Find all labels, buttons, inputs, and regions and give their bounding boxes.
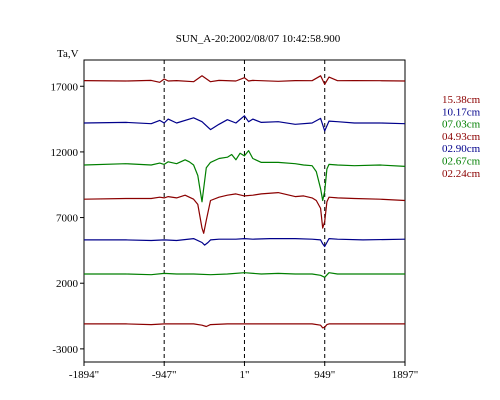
series-line-02.24cm [84,323,405,329]
series-line-10.17cm [83,115,406,132]
x-tick-label: 1" [239,369,249,381]
series-line-15.38cm [83,75,406,85]
series-line-02.67cm [84,272,405,278]
x-tick-label: -947" [152,369,177,381]
legend: 15.38cm10.17cm07.03cm04.93cm02.90cm02.67… [442,94,481,180]
legend-entry: 15.38cm [442,94,481,106]
y-axis-label: Ta,V [57,48,79,60]
series-line-02.90cm [84,238,406,248]
legend-entry: 02.24cm [442,168,481,180]
y-tick-label: 7000 [56,213,79,225]
x-tick-label: -1894" [69,369,99,381]
series-line-04.93cm [83,192,406,234]
vertical-markers [163,60,326,362]
y-tick-label: 2000 [56,278,79,290]
y-tick-label: -3000 [52,344,78,356]
legend-entry: 02.90cm [442,143,481,155]
series-lines [83,75,406,329]
series-line-07.03cm [83,150,406,203]
legend-entry: 07.03cm [442,119,481,131]
y-axis: 17000 12000 7000 2000 -3000 [51,81,84,356]
chart-title: SUN_A-20:2002/08/07 10:42:58.900 [176,33,341,45]
legend-entry: 04.93cm [442,131,481,143]
x-axis: -1894" -947" 1" 949" 1897" [69,362,418,381]
x-tick-label: 1897" [392,369,419,381]
x-tick-label: 949" [314,369,335,381]
y-tick-label: 12000 [51,147,79,159]
legend-entry: 02.67cm [442,156,481,168]
legend-entry: 10.17cm [442,106,481,118]
y-tick-label: 17000 [51,81,79,93]
